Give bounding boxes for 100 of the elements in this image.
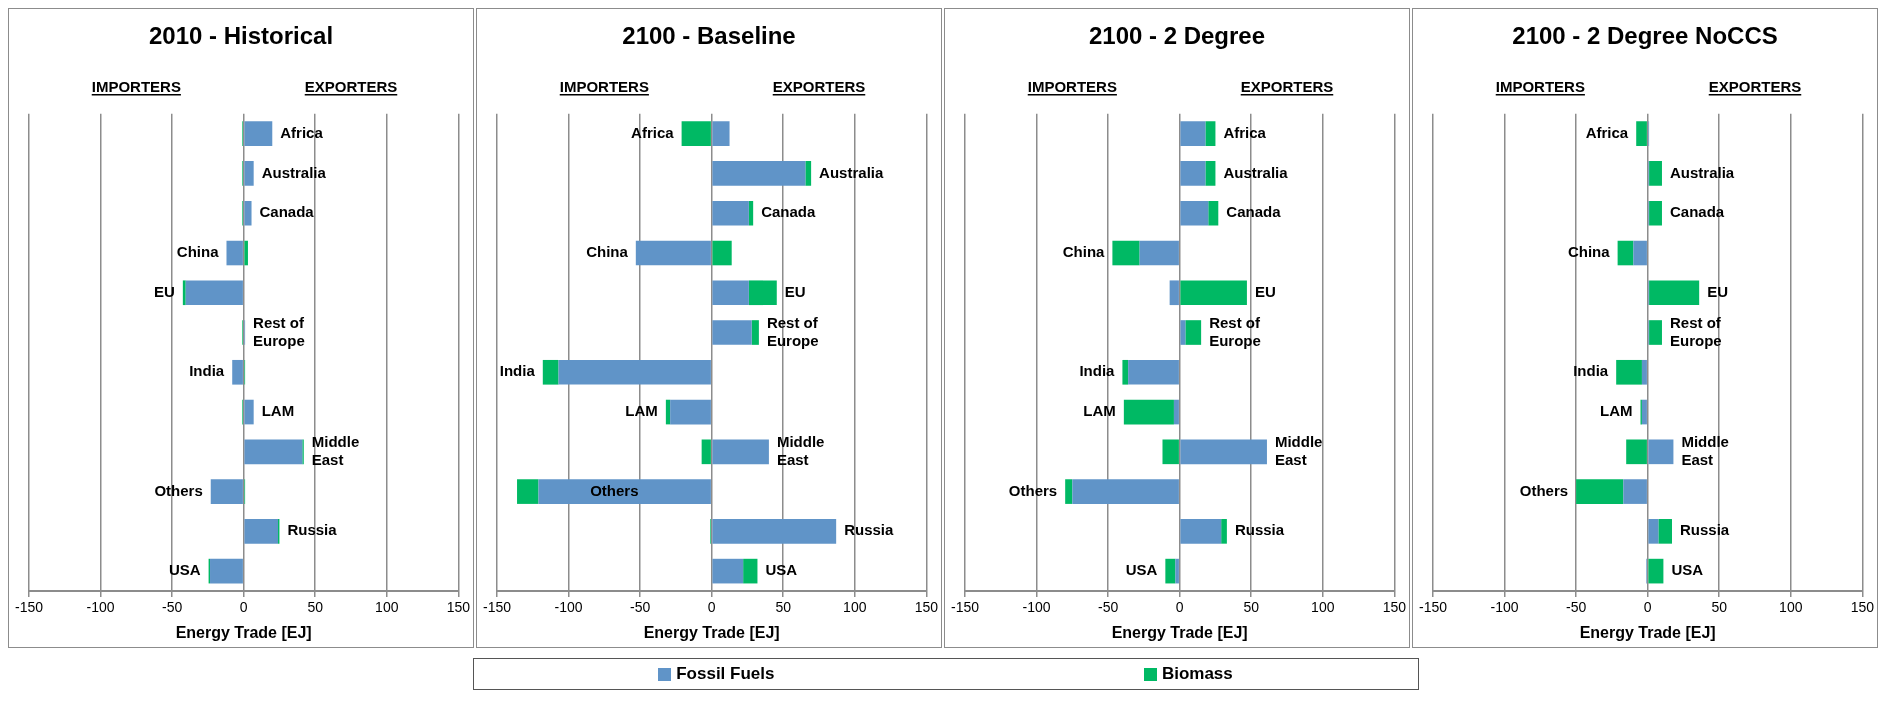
bar xyxy=(232,359,243,385)
bar xyxy=(210,558,243,584)
bar xyxy=(244,240,248,266)
x-tick-label: 50 xyxy=(1243,599,1260,616)
bar xyxy=(1065,479,1073,504)
x-axis-title: Energy Trade [EJ] xyxy=(1111,623,1248,641)
bar xyxy=(244,399,254,425)
text: EXPORTERS xyxy=(1708,77,1802,95)
bar xyxy=(1616,359,1642,385)
bar xyxy=(1649,320,1662,345)
bar xyxy=(1072,479,1179,504)
bar xyxy=(1112,240,1140,266)
y-tick-label: India xyxy=(1573,362,1609,380)
x-tick-label: -150 xyxy=(950,599,980,616)
y-tick-label: Africa xyxy=(631,123,675,141)
bar xyxy=(712,161,806,186)
bar xyxy=(748,280,777,306)
bar xyxy=(210,479,243,504)
y-tick-label: India xyxy=(189,362,225,380)
bar xyxy=(1617,240,1634,266)
y-tick-label: Others xyxy=(1519,481,1569,499)
x-tick-label: -100 xyxy=(86,599,115,616)
bar xyxy=(670,399,711,425)
bar xyxy=(1205,161,1216,186)
y-tick-label: Australia xyxy=(261,163,327,181)
x-tick-label: 150 xyxy=(1850,599,1875,616)
y-tick-label: Russia xyxy=(287,521,338,539)
bar xyxy=(1649,280,1700,306)
y-tick-label: Russia xyxy=(1234,521,1285,539)
y-tick-label: Australia xyxy=(819,163,884,181)
text: EXPORTERS xyxy=(1240,77,1334,95)
x-tick-label: -150 xyxy=(14,599,44,616)
bar xyxy=(635,240,711,266)
y-tick-label: China xyxy=(176,243,220,261)
y-tick-label: Middle East xyxy=(1681,432,1729,468)
y-tick-label: USA xyxy=(765,561,798,579)
x-tick-label: 150 xyxy=(446,599,471,616)
text: IMPORTERS xyxy=(1027,77,1117,95)
y-tick-label: Australia xyxy=(1223,163,1289,181)
x-tick-label: 100 xyxy=(375,599,399,616)
bar xyxy=(244,161,254,186)
bar xyxy=(1626,439,1647,465)
y-tick-label: Others xyxy=(154,481,203,499)
y-tick-label: Australia xyxy=(1669,163,1735,181)
y-tick-label: Africa xyxy=(280,123,324,141)
y-tick-label: LAM xyxy=(1600,402,1633,420)
bar xyxy=(1648,558,1664,584)
bar xyxy=(1641,399,1647,425)
y-tick-label: EU xyxy=(154,282,175,300)
bar xyxy=(1180,280,1247,306)
bar xyxy=(712,200,749,226)
legend-label: Biomass xyxy=(1161,664,1233,684)
bar xyxy=(1180,200,1209,226)
x-tick-label: 50 xyxy=(1711,599,1728,616)
x-tick-label: 0 xyxy=(707,599,716,616)
bar xyxy=(751,320,759,345)
text: IMPORTERS xyxy=(91,77,181,95)
y-tick-label: Canada xyxy=(1226,203,1282,221)
x-axis-title: Energy Trade [EJ] xyxy=(175,623,312,641)
y-tick-label: EU xyxy=(1254,282,1276,300)
x-tick-label: 100 xyxy=(1779,599,1803,616)
bar xyxy=(1636,121,1647,147)
x-tick-label: 0 xyxy=(1643,599,1652,616)
y-tick-label: China xyxy=(586,243,629,261)
bar xyxy=(1648,519,1659,544)
y-tick-label: Rest of Europe xyxy=(1209,313,1261,349)
bar xyxy=(1623,479,1647,504)
bar xyxy=(712,558,744,584)
y-tick-label: Russia xyxy=(1679,521,1730,539)
bar xyxy=(712,320,752,345)
y-tick-label: LAM xyxy=(1083,402,1116,420)
y-tick-label: India xyxy=(499,362,536,380)
y-tick-label: Others xyxy=(1008,481,1058,499)
x-tick-label: 0 xyxy=(1175,599,1184,616)
bar xyxy=(244,200,252,226)
y-tick-label: EU xyxy=(784,282,806,300)
bar xyxy=(1649,161,1662,186)
text: IMPORTERS xyxy=(1495,77,1585,95)
y-tick-label: LAM xyxy=(261,402,295,420)
bar xyxy=(1208,200,1219,226)
bar xyxy=(805,161,812,186)
y-tick-label: China xyxy=(1567,243,1611,261)
x-tick-label: 0 xyxy=(239,599,248,616)
y-tick-label: LAM xyxy=(625,402,658,420)
y-tick-label: Middle East xyxy=(776,432,825,468)
x-axis-title: Energy Trade [EJ] xyxy=(643,623,780,641)
y-tick-label: Rest of Europe xyxy=(253,313,305,349)
y-tick-label: EU xyxy=(1707,282,1729,300)
x-tick-label: -150 xyxy=(482,599,512,616)
x-axis-title: Energy Trade [EJ] xyxy=(1579,623,1716,641)
chart-title: 2100 - 2 Degree xyxy=(1088,22,1266,50)
bar xyxy=(226,240,243,266)
y-tick-label: Canada xyxy=(1669,203,1725,221)
bar xyxy=(1205,121,1216,147)
bar xyxy=(1180,439,1267,465)
bar xyxy=(1165,558,1176,584)
bar xyxy=(1648,439,1674,465)
bar xyxy=(1123,399,1174,425)
x-tick-label: -50 xyxy=(629,599,651,616)
chart-title: 2010 - Historical xyxy=(148,22,334,50)
